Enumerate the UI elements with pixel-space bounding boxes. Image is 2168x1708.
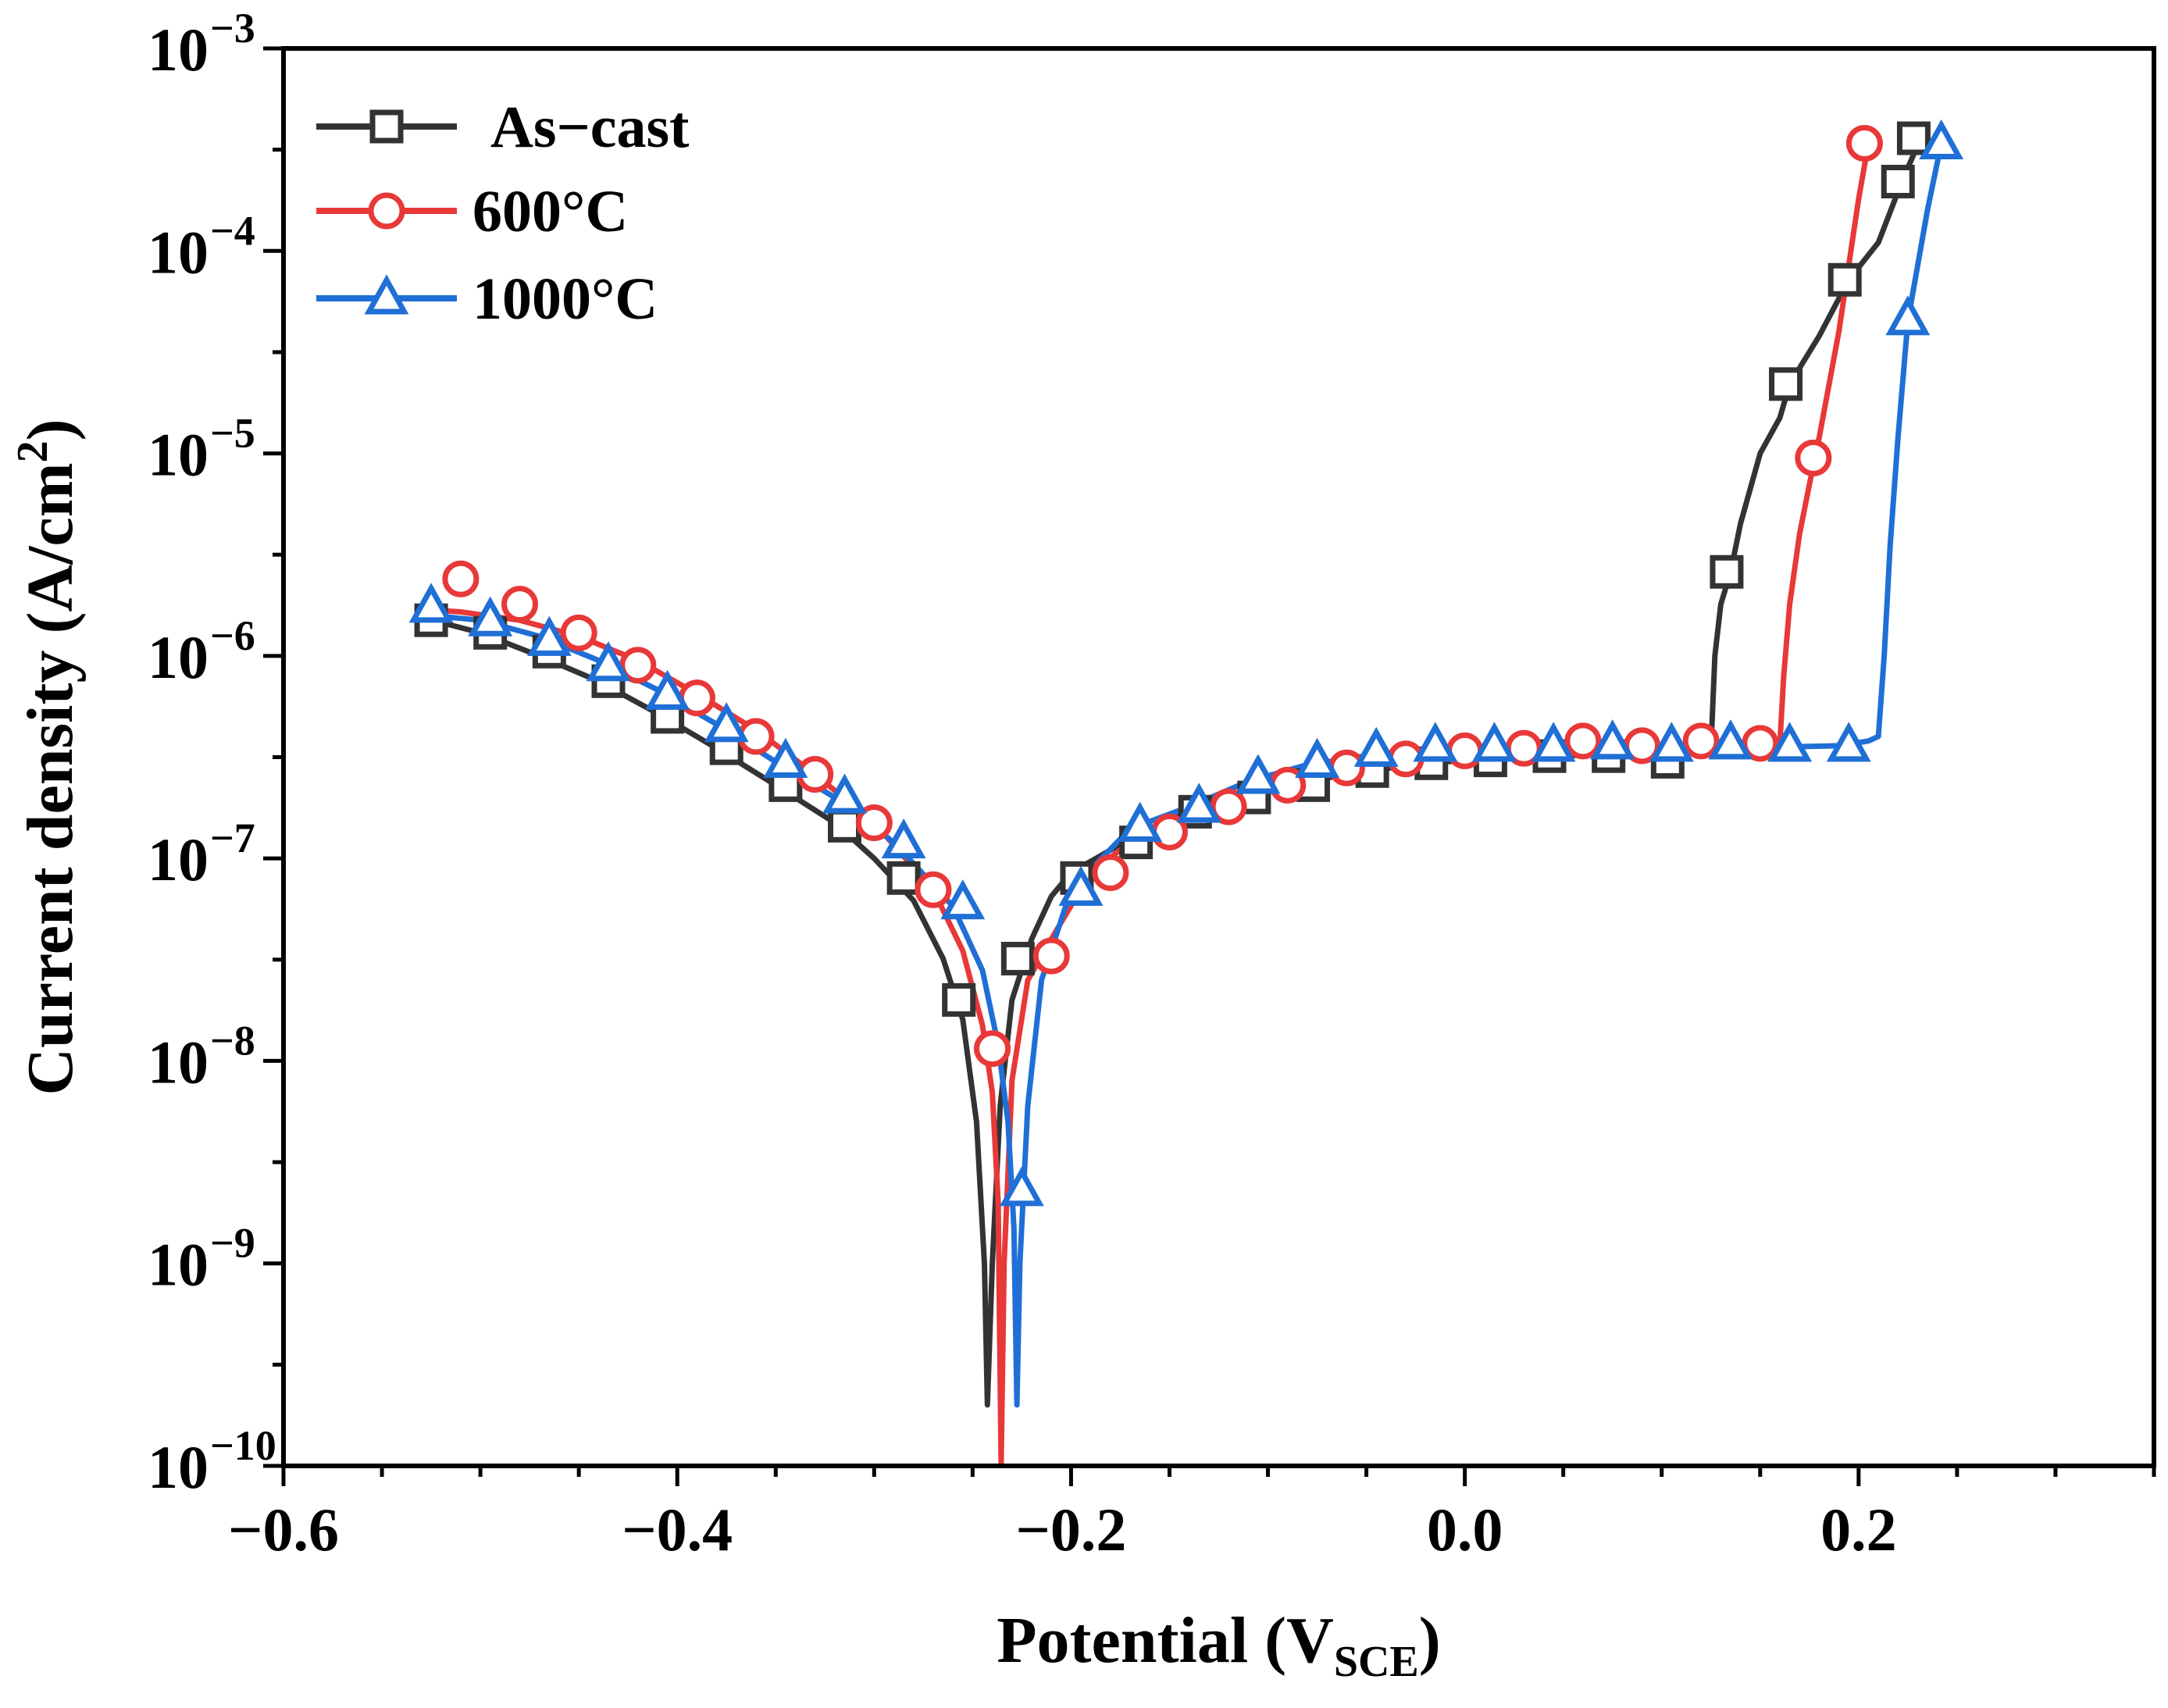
data-point: [763, 737, 808, 778]
data-point: [1845, 124, 1883, 162]
legend-label: 1000°C: [472, 266, 658, 332]
data-point: [1649, 722, 1694, 762]
data-point: [704, 702, 749, 743]
data-point: [974, 1030, 1011, 1068]
y-tick-exponent: −3: [210, 5, 255, 52]
y-tick-exponent: −7: [210, 815, 255, 861]
plot-frame: [281, 46, 2156, 1468]
data-point: [560, 614, 597, 651]
x-tick-label: −0.2: [1015, 1496, 1126, 1564]
data-point: [1708, 719, 1753, 760]
data-point: [855, 804, 893, 841]
data-point: [408, 583, 454, 623]
data-point: [526, 615, 572, 656]
data-point: [1896, 121, 1931, 155]
y-tick-label: 10: [148, 1433, 209, 1501]
data-point: [1710, 554, 1744, 589]
data-point: [1885, 295, 1931, 336]
y-tick-label: 10: [148, 218, 209, 286]
legend-item-2: 600°C: [316, 179, 628, 244]
data-point: [1058, 865, 1104, 906]
y-tick-label: 10: [148, 825, 209, 893]
legend-marker: [369, 109, 404, 144]
data-point: [1413, 722, 1458, 762]
data-point: [1795, 439, 1832, 476]
data-point: [999, 1166, 1044, 1207]
y-tick-exponent: −5: [210, 410, 255, 457]
data-point: [886, 861, 921, 895]
data-point: [1682, 722, 1720, 760]
series-line-2: [421, 142, 1871, 1466]
x-axis-title: Potential (VSCE): [997, 1604, 1441, 1686]
data-point: [1176, 783, 1221, 823]
data-point: [1471, 722, 1517, 762]
data-point: [1767, 722, 1813, 762]
series-markers-2: [442, 124, 1883, 1068]
data-point: [501, 586, 539, 623]
series-markers-1: [414, 121, 1931, 1017]
data-point: [586, 641, 631, 682]
data-point: [645, 669, 690, 710]
series-markers-3: [408, 119, 1964, 1207]
legend-marker: [364, 274, 409, 315]
data-point: [940, 879, 986, 920]
legend-label: 600°C: [472, 179, 628, 244]
y-tick-label: 10: [148, 421, 209, 489]
data-point: [1236, 754, 1281, 794]
data-point: [1118, 801, 1163, 842]
data-point: [1742, 725, 1779, 762]
x-tick-label: −0.6: [228, 1496, 339, 1564]
y-tick-exponent: −6: [210, 612, 255, 659]
data-point: [619, 647, 657, 684]
data-point: [1531, 722, 1576, 762]
plot-clip-group: [408, 119, 1964, 1466]
data-point: [1210, 788, 1247, 825]
data-point: [1827, 262, 1862, 297]
y-tick-exponent: −10: [210, 1422, 276, 1469]
data-point: [1032, 937, 1070, 975]
data-point: [915, 871, 952, 908]
data-point: [1564, 722, 1602, 760]
data-point: [1826, 722, 1871, 762]
data-point: [1881, 165, 1915, 199]
plot-area: [408, 119, 1964, 1466]
data-point: [1353, 726, 1399, 767]
data-point: [468, 596, 513, 636]
data-point: [1328, 749, 1365, 786]
data-point: [942, 982, 976, 1017]
legend-item-1: As−cast: [316, 94, 689, 160]
data-point: [1590, 719, 1635, 760]
data-point: [442, 560, 480, 597]
x-tick-label: 0.2: [1820, 1496, 1897, 1564]
y-tick-label: 10: [148, 623, 209, 691]
data-point: [822, 773, 867, 814]
data-point: [1000, 941, 1035, 975]
y-tick-label: 10: [148, 1231, 209, 1299]
y-tick-label: 10: [148, 1028, 209, 1096]
x-tick-label: 0.0: [1427, 1496, 1503, 1564]
data-point: [1769, 367, 1803, 401]
legend-label: As−cast: [490, 94, 689, 160]
data-point: [828, 808, 861, 843]
legend-marker: [368, 192, 405, 230]
data-point: [1919, 119, 1964, 159]
y-tick-exponent: −8: [210, 1017, 255, 1064]
data-point: [1295, 737, 1340, 778]
y-tick-label: 10: [148, 16, 209, 84]
data-point: [1092, 854, 1129, 891]
y-axis-title: Current density (A/cm2): [9, 419, 87, 1095]
data-point: [881, 818, 926, 859]
legend: As−cast 600°C 1000°C: [316, 94, 689, 332]
legend-item-3: 1000°C: [316, 266, 658, 332]
y-tick-exponent: −9: [210, 1220, 255, 1267]
y-tick-exponent: −4: [210, 207, 255, 254]
x-tick-label: −0.4: [622, 1496, 733, 1564]
series-line-3: [421, 142, 1945, 1408]
